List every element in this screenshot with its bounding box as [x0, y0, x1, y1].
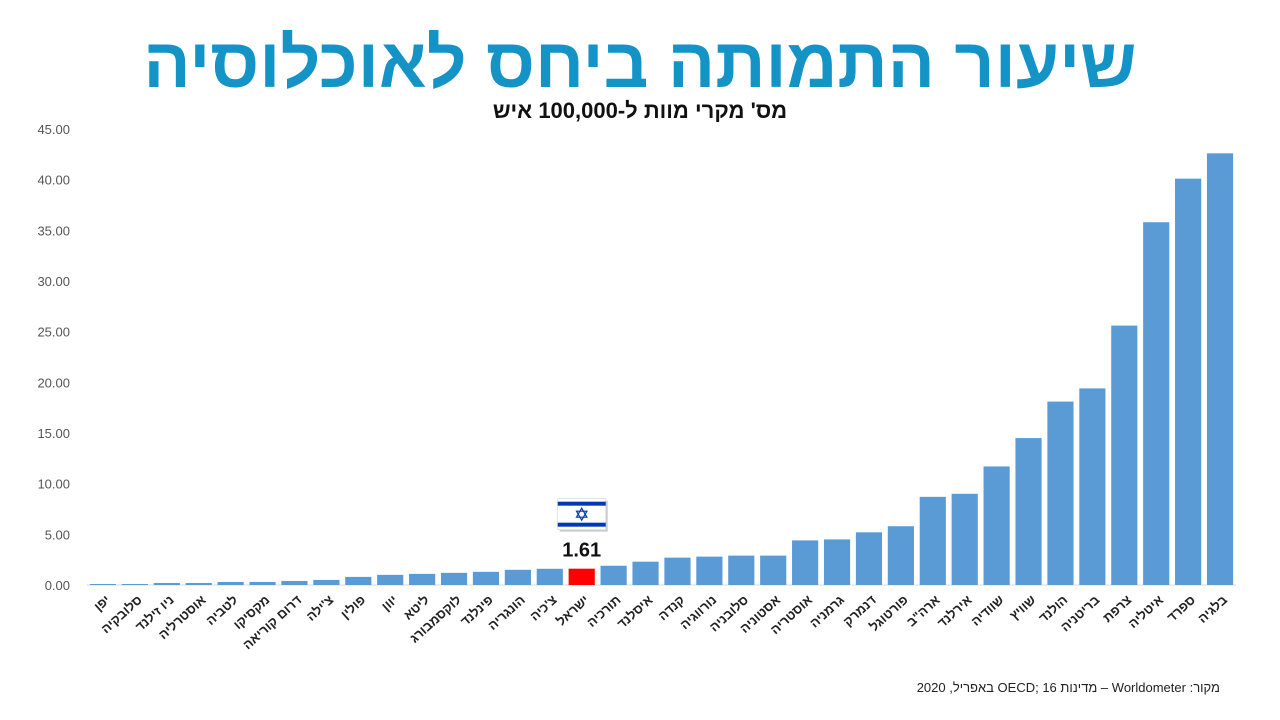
chart-subtitle: מס' מקרי מוות ל-100,000 איש [492, 98, 788, 123]
y-tick-label: 0.00 [45, 578, 70, 593]
bar [1079, 388, 1106, 585]
x-tick-label: ישראל [553, 592, 591, 629]
flag-star-triangle-up [575, 507, 588, 518]
bar [121, 583, 148, 585]
bar [568, 568, 595, 585]
bar [472, 571, 500, 585]
bar [983, 466, 1010, 585]
y-tick-label: 20.00 [37, 375, 70, 390]
bar [855, 532, 883, 585]
x-tick-label: אירלנד [934, 592, 975, 631]
bar [823, 539, 851, 585]
x-tick-label: איטליה [1125, 592, 1166, 631]
flag-stripe-top [557, 501, 606, 506]
bar [153, 582, 180, 585]
flag-star-triangle-down [575, 510, 588, 522]
x-tick-label: ספרד [1164, 592, 1198, 625]
bar [696, 556, 723, 585]
bar [440, 572, 468, 585]
bar [377, 574, 404, 585]
bar [1175, 178, 1202, 586]
x-tick-label: יוון [379, 592, 401, 614]
bar [345, 576, 372, 585]
x-tick-label: פולין [338, 592, 369, 622]
x-tick-label: שוויץ [1007, 592, 1039, 623]
bar [89, 583, 117, 585]
bar [409, 573, 436, 585]
bar [313, 579, 340, 585]
bar [951, 493, 978, 585]
x-tick-label: צ'ילה [303, 592, 336, 624]
bar [504, 569, 531, 585]
bar [919, 496, 946, 585]
bar [600, 565, 627, 585]
y-tick-label: 10.00 [37, 477, 70, 492]
bar [1143, 222, 1170, 585]
page-title: שיעור התמותה ביחס לאוכלוסיה [143, 24, 1137, 102]
source-note: מקור: Worldometer – מדינות OECD; 16 באפר… [916, 680, 1220, 695]
x-tick-label: יפן [91, 592, 113, 614]
bar [632, 561, 659, 585]
bar [249, 581, 276, 585]
bar [1047, 401, 1074, 585]
x-tick-label: שוודיה [968, 592, 1007, 629]
y-tick-label: 30.00 [37, 274, 70, 289]
y-tick-label: 15.00 [37, 426, 70, 441]
bar [536, 568, 563, 585]
bar [760, 555, 787, 585]
bar [792, 540, 819, 585]
y-tick-label: 35.00 [37, 223, 70, 238]
bar [1206, 153, 1234, 585]
bar [281, 580, 308, 585]
flag-stripe-bottom [557, 522, 606, 527]
x-tick-label: בלגיה [1195, 592, 1230, 626]
bar [664, 557, 691, 585]
x-tick-label: איסלנד [614, 592, 656, 631]
y-tick-label: 25.00 [37, 325, 70, 340]
y-tick-label: 45.00 [37, 122, 70, 137]
bar [887, 526, 914, 585]
x-tick-label: גרמניה [807, 592, 847, 630]
bar [1015, 438, 1042, 585]
y-tick-label: 40.00 [37, 173, 70, 188]
israel-flag-icon [557, 498, 608, 532]
bar [728, 555, 755, 585]
y-tick-label: 5.00 [45, 527, 70, 542]
bar [1111, 325, 1138, 585]
bar [185, 582, 212, 585]
data-label: 1.61 [562, 540, 601, 562]
bar [217, 581, 244, 585]
